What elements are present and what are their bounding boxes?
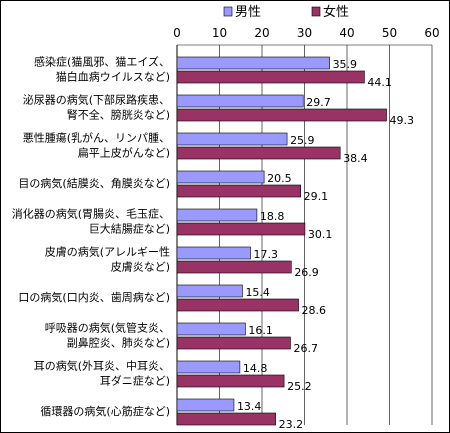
bar-s2-c10: [176, 412, 276, 426]
category-label: 猫白血病ウイルスなど): [56, 70, 170, 84]
bar-s1-c7: [176, 284, 243, 298]
category-label: 副鼻腔炎、肺炎など): [67, 336, 170, 350]
category-label: 呼吸器の病気(気管支炎、: [45, 321, 170, 335]
data-label: 18.8: [260, 210, 285, 223]
category-label: 消化器の病気(胃腸炎、毛玉症、: [12, 207, 170, 221]
category-label: 目の病気(結膜炎、角膜炎など): [18, 176, 170, 190]
category-label: 扁平上皮がんなど): [78, 146, 170, 160]
data-label: 35.9: [333, 58, 358, 71]
data-label: 23.2: [279, 418, 304, 431]
legend-swatch-2: [311, 6, 321, 17]
bar-s2-c8: [176, 336, 291, 350]
x-tick-label: 60: [424, 26, 439, 40]
legend-label-1: 男性: [235, 5, 261, 20]
bar-s2-c3: [176, 146, 341, 160]
legend-label-2: 女性: [323, 4, 349, 20]
bar-s1-c2: [176, 94, 304, 108]
category-label: 悪性腫瘍(乳がん、リンパ腫、: [23, 131, 170, 145]
bar-s1-c9: [176, 360, 241, 374]
bar-s1-c6: [176, 246, 251, 260]
data-label: 29.1: [304, 190, 329, 203]
data-label: 16.1: [248, 324, 272, 337]
bar-s2-c6: [176, 260, 292, 274]
x-axis-ticks: 0 10 20 30 40 50 60: [173, 26, 439, 40]
x-tick-label: 40: [339, 26, 354, 40]
x-tick-label: 50: [382, 26, 397, 40]
data-label: 15.4: [245, 286, 270, 299]
x-tick-label: 10: [212, 26, 227, 40]
data-label: 13.4: [237, 400, 262, 413]
legend: 男性 女性: [223, 4, 349, 20]
bar-s1-c5: [176, 208, 258, 222]
category-label: 皮膚炎など): [111, 260, 170, 274]
data-label: 26.7: [293, 342, 318, 355]
data-label: 29.7: [306, 96, 331, 109]
data-label: 14.8: [243, 362, 268, 375]
data-label: 25.2: [287, 380, 312, 393]
bar-s2-c2: [176, 108, 387, 122]
data-label: 28.6: [302, 304, 327, 317]
category-label: 感染症(猫風邪、猫エイズ、: [34, 55, 170, 69]
bar-s2-c4: [176, 184, 301, 198]
data-label: 30.1: [308, 228, 333, 241]
category-label: 耳ダニ症など): [100, 374, 170, 388]
data-label: 49.3: [390, 114, 415, 127]
x-tick-label: 20: [254, 26, 269, 40]
bar-s1-c1: [176, 56, 330, 70]
bar-s2-c1: [176, 70, 365, 84]
category-label: 口の病気(口内炎、歯周病など): [18, 290, 170, 304]
data-label: 26.9: [294, 266, 319, 279]
bar-s2-c7: [176, 298, 299, 312]
data-label: 44.1: [367, 76, 392, 89]
bar-s1-c8: [176, 322, 246, 336]
data-label: 20.5: [267, 172, 292, 185]
category-label: 循環器の病気(心筋症など): [40, 404, 170, 418]
bar-s1-c10: [176, 398, 235, 412]
category-label: 泌尿器の病気(下部尿路疾患、: [23, 93, 170, 107]
category-label: 腎不全、膀胱炎など): [67, 108, 170, 122]
category-labels: 感染症(猫風邪、猫エイズ、猫白血病ウイルスなど) 泌尿器の病気(下部尿路疾患、腎不…: [12, 55, 170, 419]
x-tick-label: 0: [173, 26, 181, 40]
bar-s1-c4: [176, 170, 265, 184]
bar-s2-c9: [176, 374, 285, 388]
bars: 35.9 44.1 29.7 49.3 25.9 38.4 20.5 29.1 18.8 30.1…: [176, 56, 415, 431]
category-label: 巨大結腸症など): [89, 222, 170, 236]
x-tick-label: 30: [297, 26, 312, 40]
legend-swatch-1: [223, 6, 233, 17]
category-label: 耳の病気(外耳炎、中耳炎、: [34, 359, 170, 373]
data-label: 17.3: [254, 248, 279, 261]
category-label: 皮膚の病気(アレルギー性: [45, 245, 170, 259]
bar-s2-c5: [176, 222, 306, 236]
data-label: 25.9: [290, 134, 315, 147]
bar-s1-c3: [176, 132, 288, 146]
data-label: 38.4: [343, 152, 368, 165]
